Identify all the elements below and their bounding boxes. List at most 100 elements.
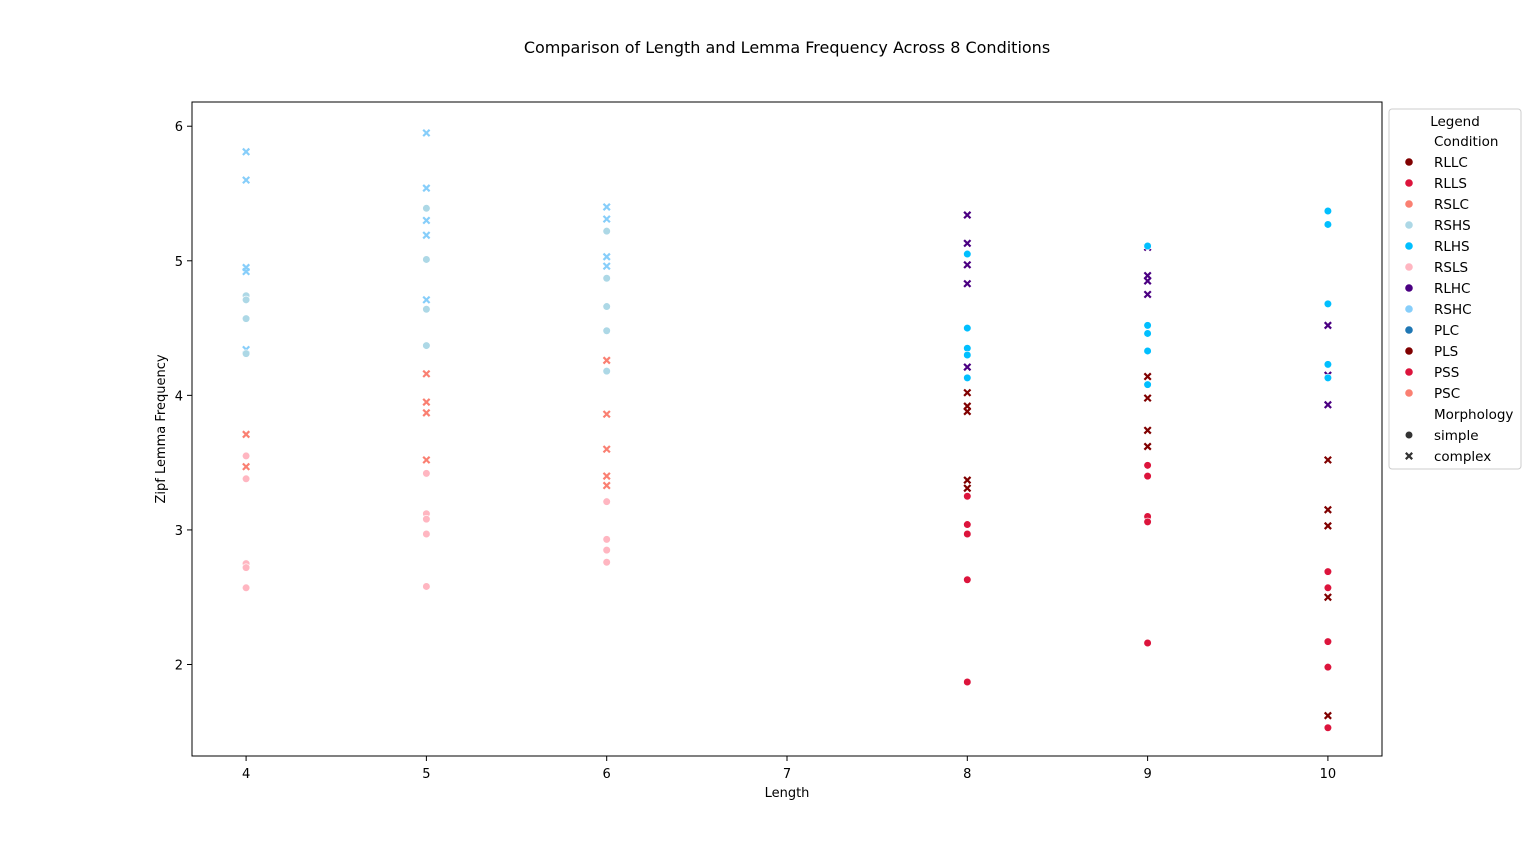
point-rllc-complex — [963, 407, 972, 416]
point-rlhc-complex — [1143, 290, 1152, 299]
point-rshc-complex — [602, 262, 611, 271]
legend-label-rslc: RSLC — [1434, 197, 1469, 213]
legend-hue-title: Condition — [1434, 134, 1498, 150]
point-rllc-complex — [963, 476, 972, 485]
legend-box — [1388, 108, 1522, 470]
legend-label-rlhs: RLHS — [1434, 239, 1470, 255]
point-rshc-complex — [242, 147, 251, 156]
x-tick-label: 4 — [242, 767, 250, 782]
legend-marker-rshs — [1405, 221, 1413, 229]
point-rlls-simple — [963, 529, 972, 539]
series-rsls — [241, 451, 611, 592]
point-rlls-simple — [1323, 663, 1333, 672]
point-rllc-complex — [1323, 711, 1332, 720]
point-rsls-simple — [602, 546, 611, 555]
point-rsls-simple — [602, 497, 611, 506]
series-rshc — [242, 128, 611, 354]
point-rshs-simple — [422, 255, 431, 264]
point-rslc-complex — [602, 481, 611, 490]
point-rlhs-simple — [1323, 206, 1333, 216]
point-rshc-complex — [422, 216, 431, 225]
point-rlls-simple — [1323, 723, 1333, 732]
point-rslc-complex — [602, 410, 611, 419]
legend-label-rsls: RSLS — [1434, 260, 1468, 276]
point-rshs-simple — [602, 367, 611, 376]
point-rlhs-simple — [1143, 380, 1152, 389]
point-rshs-simple — [241, 314, 251, 323]
legend-label-pss: PSS — [1434, 365, 1459, 381]
point-rsls-simple — [241, 451, 251, 461]
point-rslc-complex — [242, 462, 251, 471]
legend-marker-pls — [1405, 347, 1413, 355]
y-axis: 2 3 4 5 6 — [175, 120, 192, 673]
point-rlls-simple — [963, 492, 972, 501]
y-tick-label: 5 — [175, 255, 183, 270]
point-rshc-complex — [602, 252, 611, 261]
x-tick-label: 8 — [963, 767, 971, 782]
point-rllc-complex — [1323, 521, 1332, 530]
point-rllc-complex — [1143, 442, 1152, 451]
point-rllc-complex — [963, 388, 972, 397]
point-rslc-complex — [242, 430, 251, 439]
legend-label-complex: complex — [1434, 449, 1491, 465]
legend-label-rllc: RLLC — [1434, 155, 1468, 171]
legend-marker-rshc — [1405, 305, 1413, 313]
point-rlhs-simple — [1143, 329, 1152, 338]
legend-marker-simple — [1404, 430, 1414, 440]
point-rsls-simple — [422, 515, 431, 524]
point-rshs-simple — [602, 326, 611, 335]
point-rlls-simple — [1323, 583, 1333, 592]
legend-marker-plc — [1405, 326, 1413, 334]
point-rsls-simple — [241, 583, 251, 592]
point-rlhc-complex — [1143, 276, 1152, 285]
legend-marker-rslc — [1405, 200, 1413, 208]
point-rlls-simple — [1143, 461, 1152, 470]
point-rlls-simple — [1143, 517, 1152, 526]
point-rlhc-complex — [1323, 321, 1332, 330]
legend-title: Legend — [1430, 114, 1480, 130]
x-axis-label: Length — [765, 786, 810, 801]
legend-marker-rllc — [1405, 158, 1413, 166]
point-rshc-complex — [422, 128, 431, 137]
point-rslc-complex — [422, 408, 431, 417]
series-rlhc — [963, 211, 1332, 409]
legend-marker-complex — [1405, 452, 1413, 460]
point-rlls-simple — [1323, 567, 1333, 576]
series-rllc — [963, 372, 1332, 720]
point-rllc-complex — [1143, 394, 1152, 403]
x-tick-label: 7 — [783, 767, 791, 782]
legend-label-rshc: RSHC — [1434, 302, 1472, 318]
point-rllc-complex — [1323, 455, 1332, 464]
point-rsls-simple — [422, 469, 431, 478]
legend-label-rlhc: RLHC — [1434, 281, 1470, 297]
point-rlhs-simple — [1323, 299, 1333, 308]
point-rlhc-complex — [963, 239, 972, 248]
point-rshc-complex — [602, 215, 611, 224]
point-rslc-complex — [422, 369, 431, 378]
y-tick-label: 4 — [175, 389, 183, 404]
point-rshc-complex — [422, 231, 431, 240]
legend-marker-psc — [1405, 389, 1413, 397]
point-rlhs-simple — [1323, 360, 1333, 369]
point-rlhs-simple — [963, 249, 972, 259]
series-rslc — [242, 356, 611, 490]
legend-label-pls: PLS — [1434, 344, 1458, 360]
point-rshc-complex — [602, 202, 611, 211]
point-rslc-complex — [602, 472, 611, 481]
series-rshs — [241, 204, 611, 376]
point-rlhc-complex — [963, 260, 972, 269]
x-tick-label: 10 — [1320, 767, 1337, 782]
point-rsls-simple — [602, 558, 611, 567]
legend-label-rshs: RSHS — [1434, 218, 1471, 234]
legend-label-plc: PLC — [1434, 323, 1459, 339]
point-rlhs-simple — [1323, 220, 1333, 229]
point-rsls-simple — [422, 529, 431, 539]
point-rlhc-complex — [1323, 400, 1332, 409]
x-tick-label: 5 — [422, 767, 430, 782]
y-tick-label: 6 — [175, 120, 183, 135]
series-rlls — [963, 461, 1333, 732]
point-rslc-complex — [422, 398, 431, 407]
point-rlhs-simple — [1143, 321, 1152, 330]
